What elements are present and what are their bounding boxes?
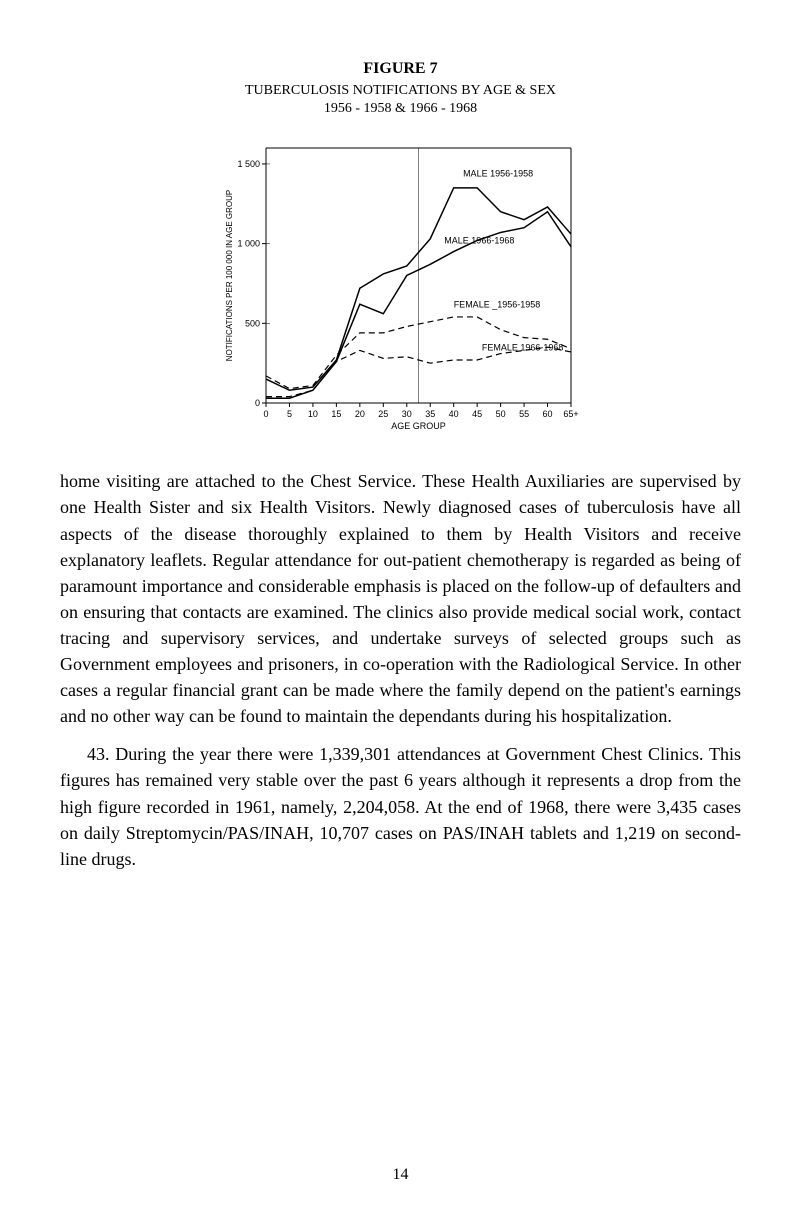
svg-text:AGE GROUP: AGE GROUP: [391, 421, 446, 431]
figure-caption-line2: 1956 - 1958 & 1966 - 1968: [60, 100, 741, 118]
svg-text:NOTIFICATIONS PER 100 000 IN A: NOTIFICATIONS PER 100 000 IN AGE GROUP: [225, 190, 234, 361]
svg-text:30: 30: [401, 409, 411, 419]
svg-text:MALE 1956-1958: MALE 1956-1958: [463, 169, 533, 179]
svg-text:MALE 1966-1968: MALE 1966-1968: [444, 236, 514, 246]
page-number: 14: [0, 1166, 801, 1184]
svg-text:FEMALE _1956-1958: FEMALE _1956-1958: [453, 300, 540, 310]
figure-block: FIGURE 7 TUBERCULOSIS NOTIFICATIONS BY A…: [60, 60, 741, 118]
page: FIGURE 7 TUBERCULOSIS NOTIFICATIONS BY A…: [0, 0, 801, 1214]
line-chart: 0 500 1 000 1 500 0 5 10 15 20 25 30 35 40 45 50 55 60 65…: [221, 138, 581, 438]
chart-container: 0 500 1 000 1 500 0 5 10 15 20 25 30 35 40 45 50 55 60 65…: [221, 138, 581, 438]
figure-caption-title: FIGURE 7: [60, 60, 741, 78]
svg-text:55: 55: [519, 409, 529, 419]
svg-text:1 500: 1 500: [237, 159, 260, 169]
svg-text:FEMALE 1966-1968: FEMALE 1966-1968: [481, 343, 563, 353]
svg-text:65+: 65+: [563, 409, 578, 419]
paragraph-1: home visiting are attached to the Chest …: [60, 468, 741, 729]
svg-text:1 000: 1 000: [237, 239, 260, 249]
body-text: home visiting are attached to the Chest …: [60, 468, 741, 871]
figure-caption-line1: TUBERCULOSIS NOTIFICATIONS BY AGE & SEX: [60, 82, 741, 100]
svg-text:40: 40: [448, 409, 458, 419]
svg-text:50: 50: [495, 409, 505, 419]
paragraph-2: 43. During the year there were 1,339,301…: [60, 741, 741, 871]
svg-text:5: 5: [286, 409, 291, 419]
svg-text:0: 0: [254, 398, 259, 408]
svg-text:15: 15: [331, 409, 341, 419]
svg-text:25: 25: [378, 409, 388, 419]
svg-text:0: 0: [263, 409, 268, 419]
svg-text:60: 60: [542, 409, 552, 419]
svg-text:500: 500: [244, 319, 259, 329]
svg-text:10: 10: [307, 409, 317, 419]
svg-text:20: 20: [354, 409, 364, 419]
svg-text:45: 45: [472, 409, 482, 419]
svg-text:35: 35: [425, 409, 435, 419]
